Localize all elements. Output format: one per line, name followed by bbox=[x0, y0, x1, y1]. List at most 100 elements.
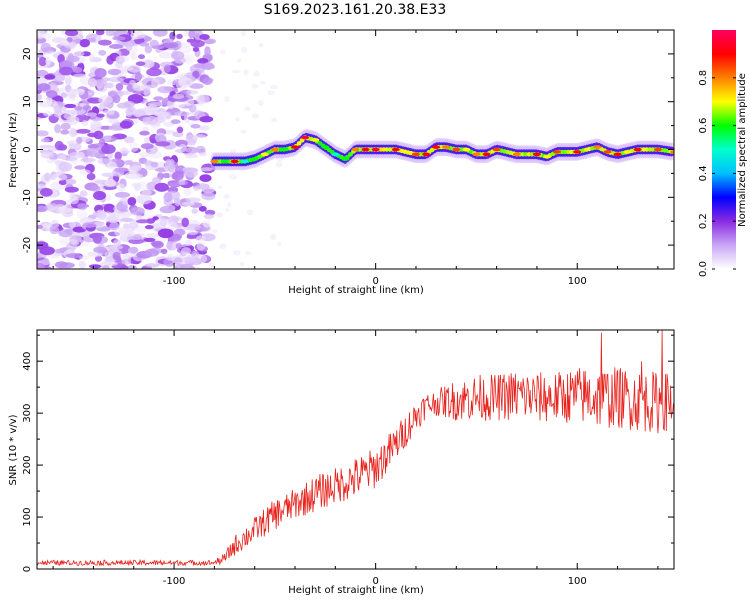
spectrogram-x-tick-label: 100 bbox=[568, 276, 587, 287]
spectrogram-noise-blob bbox=[244, 106, 251, 112]
spectrogram-noise-blob bbox=[136, 194, 152, 205]
spectrogram-noise-blob bbox=[135, 214, 143, 220]
spectrogram-noise-blob bbox=[227, 202, 232, 208]
spectrogram-noise-blob bbox=[144, 225, 154, 230]
spectrogram-noise-blob bbox=[193, 266, 201, 269]
spectrogram-noise-blob bbox=[219, 243, 227, 250]
spectrogram-ridge-peak bbox=[532, 152, 541, 157]
spectrogram-noise-blob bbox=[150, 161, 159, 168]
spectrogram-noise-blob bbox=[120, 149, 131, 154]
spectrogram-noise-blob bbox=[112, 251, 121, 261]
spectrogram-noise-blob bbox=[204, 46, 211, 57]
spectrogram-noise-blob bbox=[45, 90, 58, 98]
spectrogram-noise-blob bbox=[146, 116, 159, 125]
spectrogram-noise-blob bbox=[200, 167, 213, 172]
spectrogram-noise-blob bbox=[37, 262, 45, 269]
spectrogram-ridge-peak bbox=[291, 145, 299, 149]
spectrogram-noise-blob bbox=[69, 127, 77, 138]
spectrogram-noise-blob bbox=[95, 30, 105, 36]
spectrogram-noise-blob bbox=[185, 197, 201, 203]
spectrogram-noise-blob bbox=[115, 55, 125, 65]
spectrogram-noise-blob bbox=[74, 106, 83, 111]
spectrogram-noise-blob bbox=[65, 178, 77, 185]
spectrogram-noise-blob bbox=[270, 84, 278, 90]
spectrogram-ridge-peak bbox=[603, 150, 612, 154]
spectrogram-noise-blob bbox=[212, 229, 218, 234]
spectrogram-noise-blob bbox=[39, 144, 54, 149]
spectrogram-noise-blob bbox=[171, 255, 187, 264]
spectrogram-noise-blob bbox=[40, 187, 53, 197]
colorbar-tick-label: 0.2 bbox=[698, 213, 709, 229]
spectrogram-noise-blob bbox=[129, 142, 139, 152]
spectrogram-noise-blob bbox=[102, 135, 112, 142]
spectrogram-noise-blob bbox=[185, 147, 200, 154]
spectrogram-noise-blob bbox=[128, 235, 143, 241]
spectrogram-noise-blob bbox=[187, 139, 197, 146]
snr-background bbox=[37, 330, 674, 569]
spectrogram-noise-blob bbox=[78, 260, 86, 269]
spectrogram-noise-blob bbox=[183, 113, 191, 124]
spectrogram-noise-blob bbox=[188, 104, 197, 113]
spectrogram-noise-blob bbox=[202, 219, 212, 228]
spectrogram-ridge bbox=[210, 128, 674, 171]
spectrogram-ridge-peak bbox=[210, 159, 219, 164]
spectrogram-noise-blob bbox=[196, 94, 206, 105]
spectrogram-noise-blob bbox=[131, 173, 144, 180]
spectrogram-noise-blob bbox=[92, 233, 103, 244]
spectrogram-noise-blob bbox=[259, 81, 266, 85]
spectrogram-noise-blob bbox=[101, 265, 110, 269]
spectrogram-noise-blob bbox=[267, 90, 275, 96]
spectrogram-ridge-peak bbox=[422, 152, 431, 157]
spectrogram-noise-blob bbox=[270, 117, 278, 123]
spectrogram-noise-blob bbox=[65, 253, 82, 259]
spectrogram-noise-blob bbox=[159, 205, 175, 214]
spectrogram-noise-blob bbox=[41, 222, 52, 229]
spectrogram-noise-blob bbox=[109, 222, 120, 231]
figure-title: S169.2023.161.20.38.E33 bbox=[263, 2, 447, 18]
snr-y-axis-label: SNR (10 * v/v) bbox=[8, 414, 19, 485]
spectrogram-noise-blob bbox=[172, 93, 185, 99]
spectrogram-noise-blob bbox=[151, 78, 160, 88]
spectrogram-noise-blob bbox=[107, 161, 117, 170]
spectrogram-noise-blob bbox=[232, 249, 241, 256]
spectrogram-noise-blob bbox=[106, 215, 120, 222]
spectrogram-ridge-peak bbox=[472, 152, 481, 157]
spectrogram-x-ticks: -100 0 100 bbox=[52, 30, 659, 287]
spectrogram-noise-blob bbox=[193, 134, 206, 139]
spectrogram-noise-blob bbox=[129, 246, 139, 254]
spectrogram-noise-blob bbox=[77, 203, 88, 209]
spectrogram-noise-blob bbox=[132, 83, 146, 92]
spectrogram-noise-blob bbox=[76, 209, 88, 219]
spectrogram-noise-blob bbox=[143, 237, 156, 242]
spectrogram-ridge-peak bbox=[482, 152, 491, 157]
spectrogram-noise-blob bbox=[94, 255, 103, 262]
spectrogram-ridge-peak bbox=[321, 145, 330, 149]
spectrogram-noise-blob bbox=[231, 69, 240, 74]
spectrogram-noise-blob bbox=[41, 151, 53, 157]
spectrogram-noise-blob bbox=[94, 68, 107, 78]
spectrogram-noise-blob bbox=[64, 103, 77, 109]
spectrogram-noise-blob bbox=[189, 83, 204, 89]
spectrogram-noise-blob bbox=[66, 115, 80, 126]
spectrogram-noise-blob bbox=[82, 105, 92, 111]
spectrogram-noise-blob bbox=[45, 58, 52, 65]
spectrogram-noise-blob bbox=[60, 155, 67, 160]
spectrogram-noise-blob bbox=[176, 126, 184, 134]
spectrogram-noise-blob bbox=[123, 100, 135, 108]
spectrogram-noise-blob bbox=[127, 197, 137, 206]
spectrogram-noise-blob bbox=[144, 248, 160, 257]
spectrogram-ridge-peak bbox=[613, 152, 622, 157]
spectrogram-noise-blob bbox=[128, 166, 139, 175]
spectrogram-ridge-peak bbox=[391, 147, 400, 152]
spectrogram-noise-blob bbox=[112, 36, 126, 41]
spectrogram-noise-blob bbox=[132, 109, 146, 118]
spectrogram-noise-blob bbox=[174, 197, 181, 207]
spectrogram-ridge-peak bbox=[351, 147, 360, 152]
spectrogram-noise-blob bbox=[123, 136, 135, 144]
spectrogram-noise-blob bbox=[72, 66, 83, 73]
spectrogram-noise-blob bbox=[48, 82, 57, 89]
spectrogram-noise-blob bbox=[192, 47, 200, 52]
spectrogram-x-tick-label: 0 bbox=[372, 276, 378, 287]
spectrogram-noise-blob bbox=[174, 111, 190, 117]
